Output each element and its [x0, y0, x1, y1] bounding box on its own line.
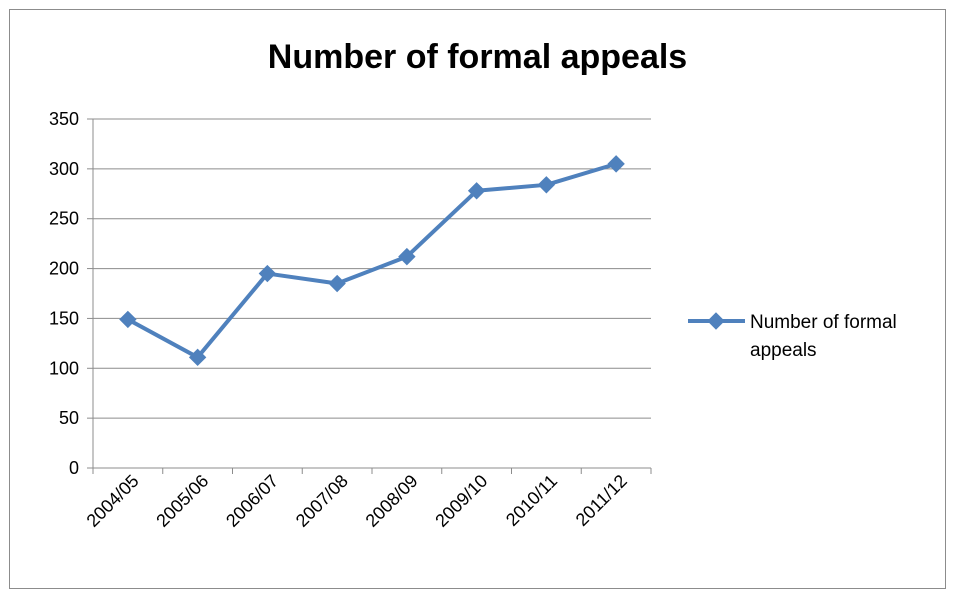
chart-frame: [9, 9, 946, 589]
x-tick-label: 2004/05: [83, 471, 143, 531]
gridlines: [93, 118, 651, 419]
data-point-marker: [537, 176, 556, 194]
x-tick-label: 2009/10: [431, 471, 491, 531]
chart-title: Number of formal appeals: [267, 38, 688, 76]
x-tick-label: 2007/08: [292, 471, 352, 531]
axes: [87, 118, 652, 474]
y-tick-label: 300: [49, 159, 79, 179]
x-tick-label: 2005/06: [152, 471, 212, 531]
series-line: [126, 161, 617, 360]
y-tick-label: 100: [49, 358, 79, 378]
y-tick-label: 50: [59, 408, 79, 428]
data-point-marker: [467, 182, 486, 200]
legend-diamond-marker: [707, 312, 725, 330]
data-point-marker: [119, 310, 137, 329]
x-tick-label: 2006/07: [222, 471, 282, 531]
x-tick-label: 2008/09: [362, 471, 422, 531]
y-tick-label: 0: [69, 458, 79, 478]
y-tick-label: 150: [49, 308, 79, 328]
x-tick-label: 2010/11: [502, 471, 561, 530]
legend: Number of formal appeals: [688, 312, 897, 361]
y-tick-label: 250: [49, 209, 79, 229]
series: [119, 155, 625, 367]
legend-label-line2: appeals: [750, 340, 817, 361]
data-point-marker: [328, 274, 346, 293]
x-tick-label: 2011/12: [572, 471, 631, 530]
data-point-marker: [607, 155, 625, 173]
data-point-marker: [398, 247, 416, 266]
legend-label-line1: Number of formal: [750, 312, 897, 333]
y-tick-label: 200: [49, 259, 79, 279]
y-tick-label: 350: [49, 109, 79, 129]
data-point-marker: [258, 264, 277, 283]
data-point-marker: [188, 348, 207, 367]
